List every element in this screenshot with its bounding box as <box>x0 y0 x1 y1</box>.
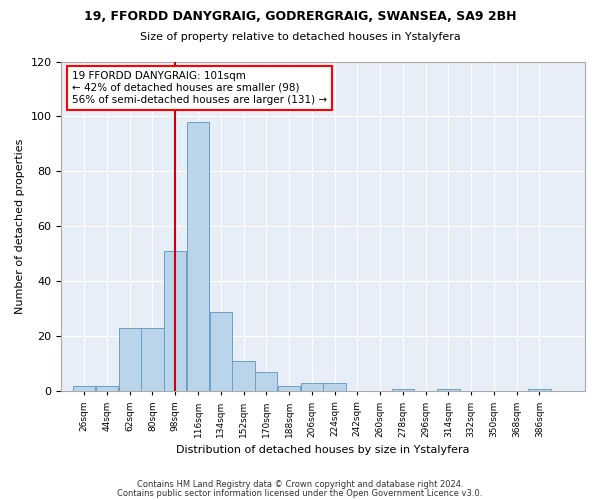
X-axis label: Distribution of detached houses by size in Ystalyfera: Distribution of detached houses by size … <box>176 445 470 455</box>
Bar <box>323 383 346 392</box>
Y-axis label: Number of detached properties: Number of detached properties <box>15 138 25 314</box>
Bar <box>209 312 232 392</box>
Bar <box>255 372 277 392</box>
Bar <box>437 388 460 392</box>
Bar <box>141 328 164 392</box>
Text: Contains HM Land Registry data © Crown copyright and database right 2024.: Contains HM Land Registry data © Crown c… <box>137 480 463 489</box>
Bar <box>232 361 255 392</box>
Bar <box>187 122 209 392</box>
Text: Contains public sector information licensed under the Open Government Licence v3: Contains public sector information licen… <box>118 488 482 498</box>
Bar <box>301 383 323 392</box>
Bar <box>119 328 141 392</box>
Bar <box>164 251 187 392</box>
Bar <box>96 386 118 392</box>
Text: 19, FFORDD DANYGRAIG, GODRERGRAIG, SWANSEA, SA9 2BH: 19, FFORDD DANYGRAIG, GODRERGRAIG, SWANS… <box>84 10 516 23</box>
Bar <box>392 388 414 392</box>
Bar <box>528 388 551 392</box>
Text: 19 FFORDD DANYGRAIG: 101sqm
← 42% of detached houses are smaller (98)
56% of sem: 19 FFORDD DANYGRAIG: 101sqm ← 42% of det… <box>72 72 327 104</box>
Bar <box>73 386 95 392</box>
Text: Size of property relative to detached houses in Ystalyfera: Size of property relative to detached ho… <box>140 32 460 42</box>
Bar <box>278 386 300 392</box>
